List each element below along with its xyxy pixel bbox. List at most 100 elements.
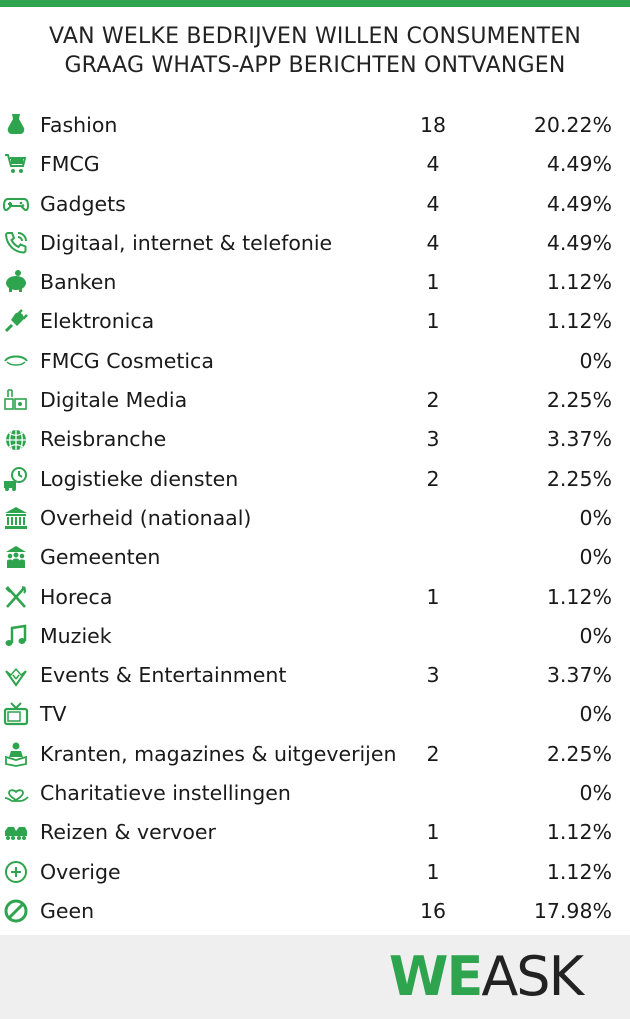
tv-icon — [3, 701, 29, 727]
row-percent: 0% — [579, 702, 612, 727]
dress-icon — [3, 112, 29, 138]
row-percent: 0% — [579, 623, 612, 648]
row-percent: 4.49% — [546, 230, 612, 255]
table-row: Gemeenten 0% — [0, 537, 630, 576]
eye-icon — [3, 348, 29, 374]
logo-we: WE — [388, 945, 483, 1008]
row-label: Reisbranche — [40, 427, 167, 452]
table-row: Reisbranche 3 3.37% — [0, 419, 630, 458]
government-building-icon — [3, 505, 29, 531]
table-row: Fashion 18 20.22% — [0, 105, 630, 144]
page-title: VAN WELKE BEDRIJVEN WILLEN CONSUMENTEN G… — [0, 22, 630, 80]
row-label: Geen — [40, 898, 95, 923]
row-count: 2 — [426, 466, 440, 491]
globe-icon — [3, 426, 29, 452]
row-percent: 0% — [579, 505, 612, 530]
row-label: Muziek — [40, 623, 112, 648]
row-count: 3 — [426, 427, 440, 452]
row-percent: 20.22% — [533, 113, 612, 137]
row-label: Overige — [40, 859, 121, 884]
confetti-icon — [3, 662, 29, 688]
row-percent: 4.49% — [546, 152, 612, 177]
row-label: Events & Entertainment — [40, 663, 287, 688]
table-row: Reizen & vervoer 1 1.12% — [0, 812, 630, 851]
table-row: Charitatieve instellingen 0% — [0, 773, 630, 812]
fork-knife-icon — [3, 584, 29, 610]
row-count: 2 — [426, 741, 440, 766]
plus-circle-icon — [3, 859, 29, 885]
vehicles-icon — [3, 819, 29, 845]
row-count: 2 — [426, 388, 440, 413]
row-label: Charitatieve instellingen — [40, 781, 291, 806]
row-count: 1 — [426, 270, 440, 295]
table-row: Muziek 0% — [0, 616, 630, 655]
row-percent: 2.25% — [546, 388, 612, 413]
row-percent: 3.37% — [546, 663, 612, 688]
row-label: FMCG — [40, 152, 100, 177]
title-line-1: VAN WELKE BEDRIJVEN WILLEN CONSUMENTEN — [48, 24, 581, 49]
people-icon — [3, 544, 29, 570]
row-label: Kranten, magazines & uitgeverijen — [40, 741, 397, 766]
row-count: 4 — [426, 230, 440, 255]
row-label: Horeca — [40, 584, 113, 609]
table-row: Elektronica 1 1.12% — [0, 301, 630, 340]
table-row: Digitaal, internet & telefonie 4 4.49% — [0, 223, 630, 262]
music-note-icon — [3, 623, 29, 649]
title-line-2: GRAAG WHATS-APP BERICHTEN ONTVANGEN — [64, 53, 566, 78]
row-count: 18 — [419, 113, 447, 137]
phone-icon — [3, 230, 29, 256]
shopping-cart-icon — [3, 151, 29, 177]
row-count: 1 — [426, 584, 440, 609]
logo-ask: ASK — [481, 945, 584, 1008]
row-label: Digitaal, internet & telefonie — [40, 230, 333, 255]
row-label: FMCG Cosmetica — [40, 348, 214, 373]
row-label: Digitale Media — [40, 388, 188, 413]
table-row: Digitale Media 2 2.25% — [0, 380, 630, 419]
row-count: 4 — [426, 191, 440, 216]
piggy-bank-icon — [3, 269, 29, 295]
row-count: 4 — [426, 152, 440, 177]
row-percent: 3.37% — [546, 427, 612, 452]
media-icon — [3, 387, 29, 413]
results-table: Fashion 18 20.22% FMCG 4 4.49% Gadgets 4 4.49% Di… — [0, 105, 630, 930]
footer: WEASK — [0, 935, 630, 1019]
row-label: TV — [40, 702, 67, 727]
row-percent: 1.12% — [546, 859, 612, 884]
no-entry-icon — [3, 898, 29, 924]
table-row: Horeca 1 1.12% — [0, 577, 630, 616]
row-percent: 1.12% — [546, 820, 612, 845]
row-label: Elektronica — [40, 309, 155, 334]
row-label: Fashion — [40, 113, 118, 137]
table-row: Gadgets 4 4.49% — [0, 184, 630, 223]
row-count: 3 — [426, 663, 440, 688]
row-label: Gadgets — [40, 191, 126, 216]
row-label: Gemeenten — [40, 545, 161, 570]
row-percent: 4.49% — [546, 191, 612, 216]
row-percent: 17.98% — [533, 898, 612, 923]
row-percent: 0% — [579, 781, 612, 806]
row-percent: 1.12% — [546, 584, 612, 609]
top-accent-bar — [0, 0, 630, 7]
row-percent: 2.25% — [546, 466, 612, 491]
truck-clock-icon — [3, 466, 29, 492]
row-count: 1 — [426, 859, 440, 884]
row-count: 1 — [426, 309, 440, 334]
table-row: Events & Entertainment 3 3.37% — [0, 655, 630, 694]
row-percent: 2.25% — [546, 741, 612, 766]
table-row: Geen 16 17.98% — [0, 891, 630, 930]
row-label: Banken — [40, 270, 117, 295]
table-row: TV 0% — [0, 694, 630, 733]
row-count: 16 — [419, 898, 447, 923]
row-label: Logistieke diensten — [40, 466, 239, 491]
table-row: Kranten, magazines & uitgeverijen 2 2.25% — [0, 734, 630, 773]
table-row: Overige 1 1.12% — [0, 852, 630, 891]
table-row: Banken 1 1.12% — [0, 262, 630, 301]
row-percent: 1.12% — [546, 309, 612, 334]
row-label: Overheid (nationaal) — [40, 505, 252, 530]
table-row: FMCG 4 4.49% — [0, 144, 630, 183]
row-percent: 1.12% — [546, 270, 612, 295]
table-row: Logistieke diensten 2 2.25% — [0, 459, 630, 498]
gamepad-icon — [3, 191, 29, 217]
reader-icon — [3, 741, 29, 767]
row-count: 1 — [426, 820, 440, 845]
